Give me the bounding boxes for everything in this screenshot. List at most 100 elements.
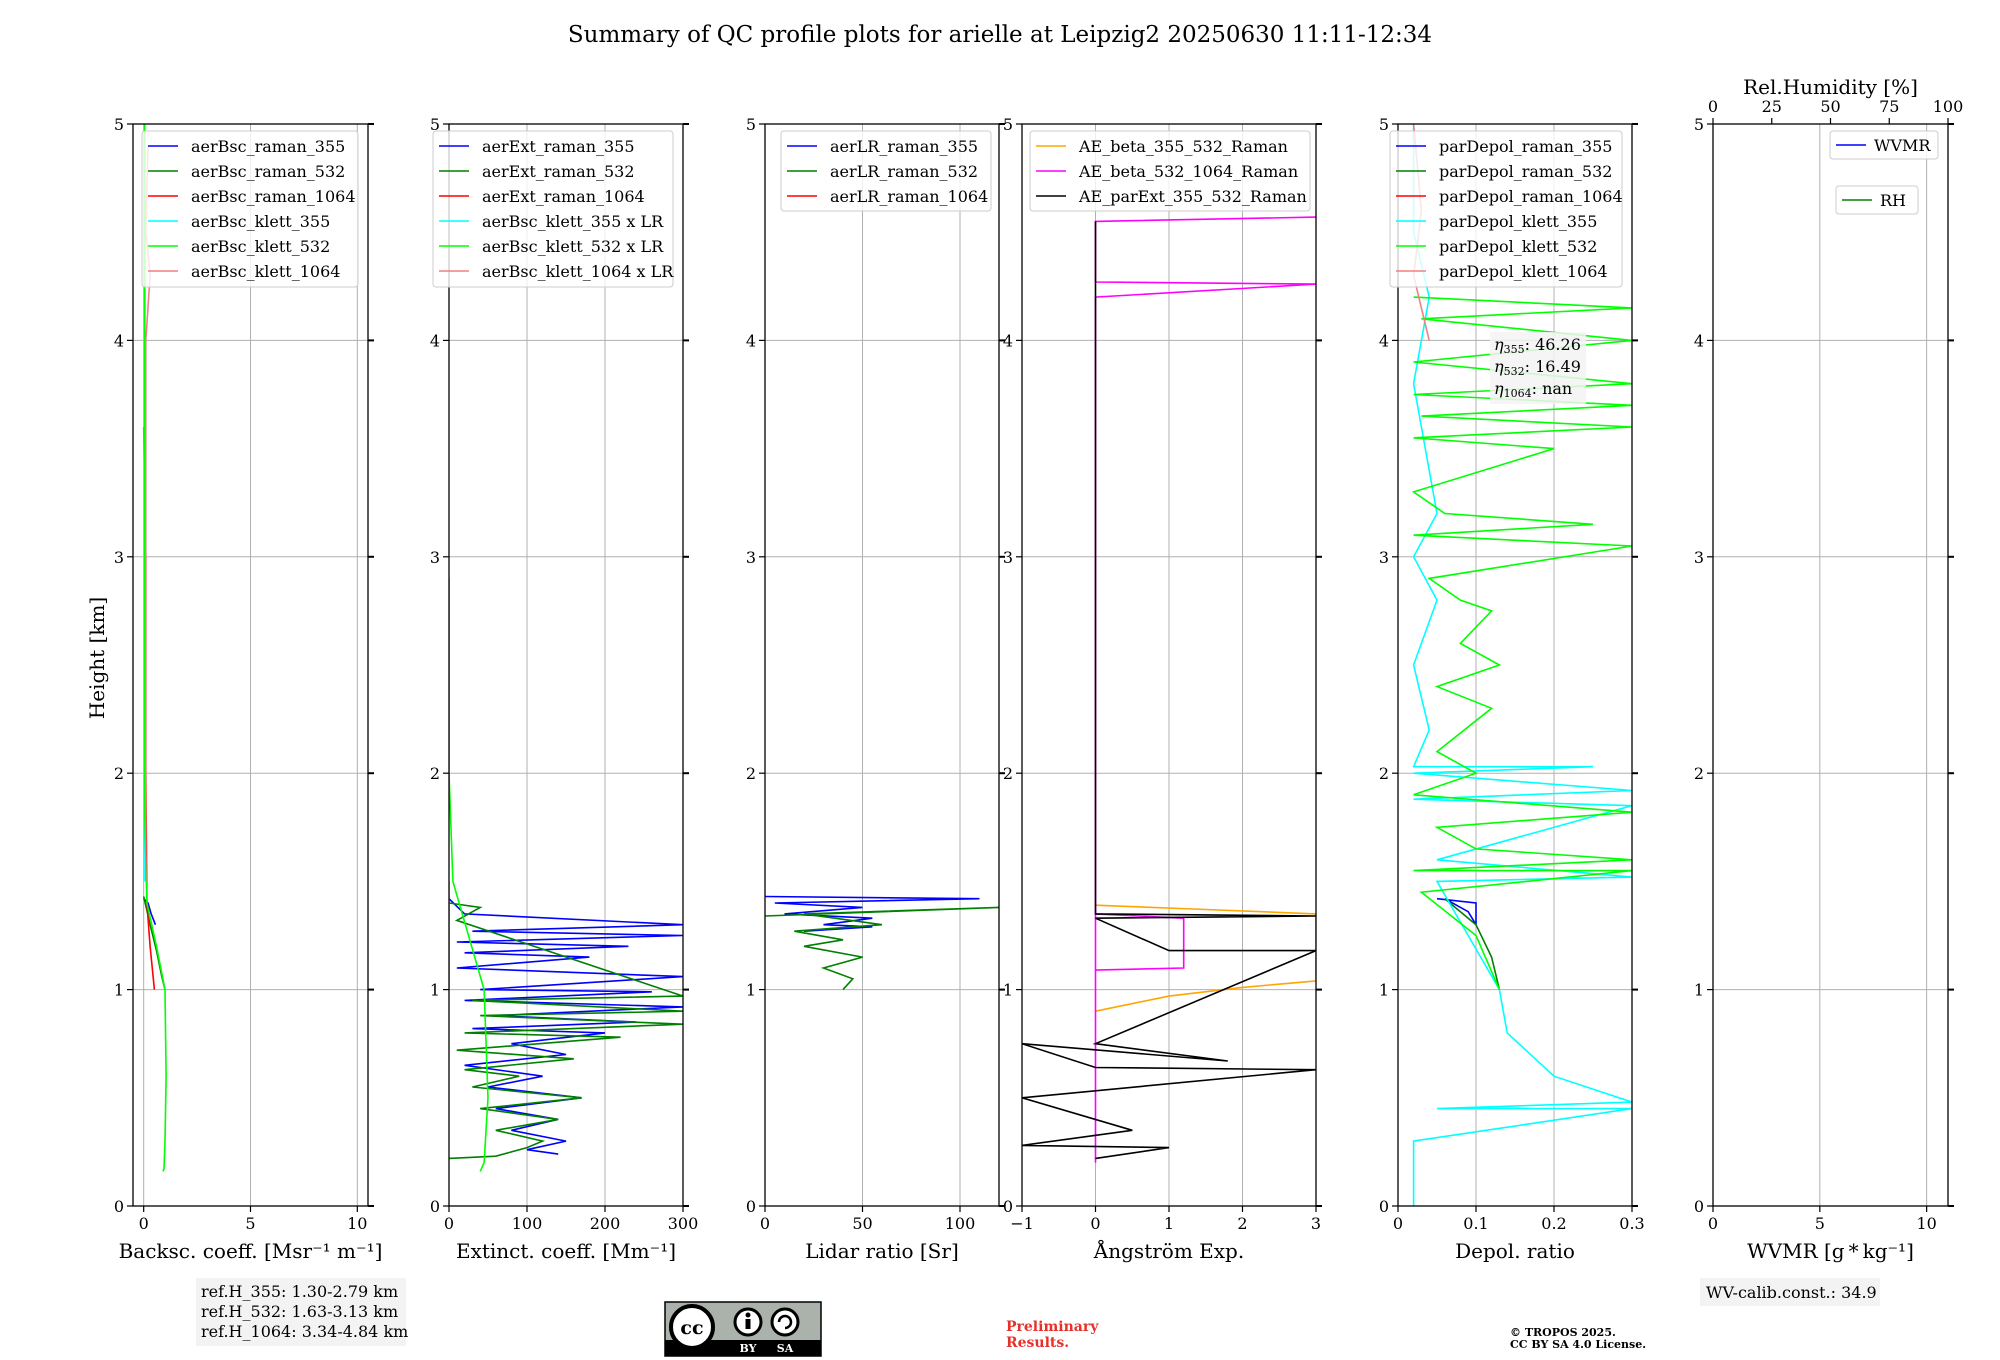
series-group	[765, 895, 999, 991]
legend: WVMR RH	[1829, 130, 1939, 215]
legend-label: aerBsc_klett_355 x LR	[482, 212, 664, 231]
y-tick-label: 0	[746, 1197, 756, 1216]
x-axis-label: Lidar ratio [Sr]	[805, 1239, 959, 1263]
x-tick-label: 3	[1311, 1214, 1321, 1233]
y-tick-label: 4	[746, 331, 756, 350]
series-line-parDepol_klett_355	[1412, 124, 1632, 1206]
y-tick-label: 1	[430, 981, 440, 1000]
legend-label: aerLR_raman_532	[830, 162, 978, 181]
y-tick-label: 2	[114, 764, 124, 783]
cc-license-badge: cc BY SA	[664, 1301, 822, 1357]
series-line-AE_beta_532_1064_Raman	[1094, 216, 1316, 1163]
y-tick-label: 0	[1379, 1197, 1389, 1216]
y-tick-label: 4	[430, 331, 440, 350]
svg-text:cc: cc	[680, 1317, 703, 1339]
panel-depol: 0 0.1 0.2 0.3 0 1 2 3 4 5 Depol. ratio parDepol_ram…	[1379, 115, 1645, 1263]
wv-calib-const: WV-calib.const.: 34.9	[1706, 1283, 1877, 1302]
x2-tick-label: 100	[1933, 97, 1964, 116]
legend: aerExt_raman_355 aerExt_raman_532 aerExt_r…	[432, 130, 674, 288]
legend-box	[1829, 130, 1939, 160]
legend-label: aerBsc_raman_532	[191, 162, 345, 181]
ref-height-1064: ref.H_1064: 3.34-4.84 km	[201, 1322, 408, 1341]
axes-frame	[1397, 123, 1633, 1207]
preliminary-note-2: Results.	[1006, 1335, 1069, 1351]
y-tick-label: 3	[1694, 548, 1704, 567]
y-tick-label: 3	[1003, 548, 1013, 567]
panel-ext: 0 100 200 300 0 1 2 3 4 5 Extinct. coeff. [Mm⁻¹] ae…	[430, 115, 698, 1263]
eta-sub: 1064	[1504, 387, 1532, 400]
y-tick-label: 2	[1694, 764, 1704, 783]
eta-355: η355: 46.26	[1494, 335, 1581, 356]
series-line-aerLR_raman_532	[765, 906, 999, 991]
x-axis-label: Depol. ratio	[1455, 1239, 1575, 1263]
y-tick-label: 4	[1003, 331, 1013, 350]
legend-label: aerBsc_klett_532 x LR	[482, 237, 664, 256]
legend-label: parDepol_klett_355	[1439, 212, 1597, 231]
legend-label: aerLR_raman_1064	[830, 187, 988, 206]
y-tick-label: 0	[1003, 1197, 1013, 1216]
x-axis-label: Backsc. coeff. [Msr⁻¹ m⁻¹]	[119, 1239, 383, 1263]
legend-label: aerBsc_klett_1064 x LR	[482, 262, 674, 281]
y-tick-label: 1	[1003, 981, 1013, 1000]
x-tick-label: 0	[760, 1214, 770, 1233]
x2-tick-label: 50	[1820, 97, 1840, 116]
eta-value: : nan	[1532, 379, 1573, 398]
ref-height-box: ref.H_355: 1.30-2.79 km ref.H_532: 1.63-…	[196, 1278, 408, 1346]
panel-bsc: 0 5 10 0 1 2 3 4 5 Backsc. coeff. [Msr⁻¹ m⁻¹] aerB…	[114, 115, 383, 1263]
y-tick-label: 3	[430, 548, 440, 567]
x-tick-label: 200	[590, 1214, 621, 1233]
legend-box	[1029, 130, 1311, 212]
x-axis-label: Extinct. coeff. [Mm⁻¹]	[456, 1239, 676, 1263]
x-tick-label: 0.2	[1541, 1214, 1566, 1233]
series-line-aerExt_raman_532	[449, 902, 683, 1160]
cc-sa-label: SA	[777, 1342, 794, 1355]
y-tick-label: 0	[430, 1197, 440, 1216]
legend-label: aerBsc_raman_355	[191, 137, 345, 156]
eta-1064: η1064: nan	[1494, 379, 1572, 400]
x-tick-label: 0	[1708, 1214, 1718, 1233]
axes-frame	[764, 123, 1000, 1207]
legend-box	[1835, 185, 1919, 215]
ref-height-532: ref.H_532: 1.63-3.13 km	[201, 1302, 398, 1321]
eta-value: : 16.49	[1525, 357, 1581, 376]
legend-label: AE_beta_532_1064_Raman	[1078, 162, 1298, 181]
x-tick-label: 0	[444, 1214, 454, 1233]
x-tick-label: 5	[245, 1214, 255, 1233]
legend-label: AE_parExt_355_532_Raman	[1078, 187, 1307, 206]
y-tick-label: 4	[1694, 331, 1704, 350]
cc-by-label: BY	[740, 1342, 757, 1355]
legend-label: AE_beta_355_532_Raman	[1078, 137, 1288, 156]
legend-label: RH	[1880, 191, 1906, 210]
legend-label: aerBsc_klett_532	[191, 237, 330, 256]
x-tick-label: 100	[945, 1214, 976, 1233]
y-tick-label: 1	[746, 981, 756, 1000]
legend: aerLR_raman_355 aerLR_raman_532 aerLR_rama…	[780, 130, 992, 212]
y-tick-label: 2	[1379, 764, 1389, 783]
figure-title: Summary of QC profile plots for arielle …	[568, 22, 1432, 48]
y-tick-label: 2	[746, 764, 756, 783]
y-tick-label: 5	[1694, 115, 1704, 134]
legend-label: aerExt_raman_532	[482, 162, 635, 181]
x-axis-label: Ångström Exp.	[1093, 1238, 1244, 1263]
x2-tick-label: 0	[1708, 97, 1718, 116]
legend-label: aerLR_raman_355	[830, 137, 978, 156]
y-tick-label: 5	[430, 115, 440, 134]
x-tick-label: 0	[1393, 1214, 1403, 1233]
series-line-AE_parExt_355_532_Raman	[1022, 221, 1316, 1160]
series-line-parDepol_klett_532	[1411, 296, 1632, 990]
legend-label: WVMR	[1874, 136, 1931, 155]
legend-label: parDepol_raman_1064	[1439, 187, 1623, 206]
eta-symbol: η	[1494, 379, 1504, 398]
y-tick-label: 3	[1379, 548, 1389, 567]
y-tick-label: 4	[1379, 331, 1389, 350]
y-tick-label: 2	[1003, 764, 1013, 783]
y-tick-label: 5	[114, 115, 124, 134]
y-tick-label: 5	[1379, 115, 1389, 134]
preliminary-note-1: Preliminary	[1006, 1319, 1099, 1335]
ref-height-355: ref.H_355: 1.30-2.79 km	[201, 1282, 398, 1301]
x2-axis-label: Rel.Humidity [%]	[1743, 75, 1918, 99]
panel-lr: 0 50 100 0 1 2 3 4 5 Lidar ratio [Sr] aerLR_raman_…	[746, 115, 1005, 1263]
legend-label: aerBsc_raman_1064	[191, 187, 356, 206]
legend-box	[432, 130, 674, 288]
x-tick-label: 1	[1164, 1214, 1174, 1233]
